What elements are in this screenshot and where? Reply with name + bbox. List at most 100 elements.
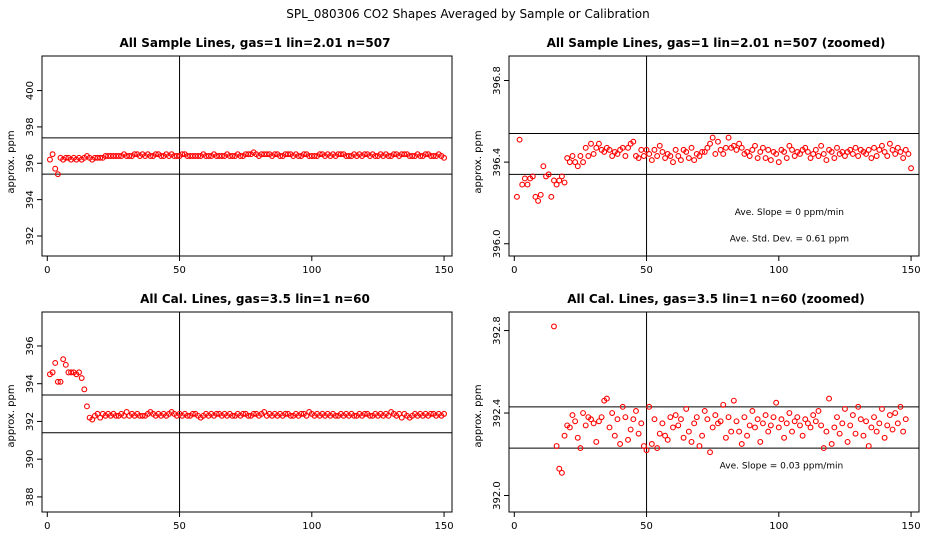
data-point xyxy=(847,146,854,153)
data-point xyxy=(871,144,877,151)
data-point xyxy=(852,430,859,437)
x-tick-label: 150 xyxy=(435,265,454,276)
data-point xyxy=(879,405,885,412)
data-point xyxy=(823,428,830,435)
data-point xyxy=(667,153,674,159)
data-point xyxy=(261,409,268,415)
data-point xyxy=(625,436,631,443)
data-point xyxy=(76,369,82,376)
y-tick-label: 392 xyxy=(25,226,36,245)
data-point xyxy=(569,412,576,419)
data-point xyxy=(229,153,236,159)
y-tick-label: 390 xyxy=(25,450,36,469)
data-point xyxy=(630,138,637,145)
data-point xyxy=(804,148,811,155)
data-point xyxy=(852,144,859,151)
data-point xyxy=(685,428,692,435)
data-point xyxy=(857,416,864,423)
data-point xyxy=(802,416,809,423)
data-point xyxy=(786,410,793,416)
data-point xyxy=(757,148,764,155)
data-point xyxy=(401,151,408,158)
data-point xyxy=(685,155,692,161)
data-point xyxy=(263,151,270,158)
data-point xyxy=(701,408,708,414)
data-point xyxy=(300,151,307,158)
data-point xyxy=(696,443,703,449)
data-point xyxy=(427,410,434,417)
data-point xyxy=(715,138,721,145)
data-point xyxy=(688,144,695,151)
data-point xyxy=(767,157,774,164)
data-point xyxy=(49,151,56,158)
data-point xyxy=(841,405,848,412)
data-point xyxy=(789,428,795,435)
data-point xyxy=(672,412,679,419)
data-point xyxy=(683,405,690,412)
data-point xyxy=(593,438,600,445)
data-point xyxy=(672,146,679,153)
data-point xyxy=(46,156,53,163)
data-point xyxy=(54,171,61,178)
data-point xyxy=(841,153,848,159)
data-point xyxy=(582,144,589,151)
data-point xyxy=(68,369,75,376)
data-point xyxy=(667,414,674,421)
data-point xyxy=(189,410,196,417)
data-point xyxy=(707,449,713,456)
panel-sample-lines-zoomed: All Sample Lines, gas=1 lin=2.01 n=507 (… xyxy=(473,36,921,276)
data-point xyxy=(123,409,130,415)
data-point xyxy=(152,151,159,158)
x-tick-label: 50 xyxy=(640,521,653,532)
y-tick-label: 392 xyxy=(25,412,36,431)
data-point xyxy=(815,153,822,159)
data-point xyxy=(900,155,907,161)
data-point xyxy=(736,428,743,435)
data-point xyxy=(184,412,191,419)
data-point xyxy=(696,153,703,159)
data-point xyxy=(789,146,795,153)
data-point xyxy=(757,438,764,445)
data-point xyxy=(303,412,310,419)
data-point xyxy=(662,432,669,439)
data-point xyxy=(126,153,133,159)
x-tick-label: 100 xyxy=(302,265,321,276)
data-point xyxy=(839,420,846,427)
data-point xyxy=(590,420,597,427)
data-point xyxy=(367,412,373,419)
data-point xyxy=(773,399,780,406)
data-point xyxy=(759,420,766,427)
data-point xyxy=(794,414,801,421)
data-point xyxy=(670,159,676,166)
plot-frame xyxy=(508,55,920,257)
data-point xyxy=(590,151,597,157)
data-point xyxy=(786,142,793,149)
data-point xyxy=(195,153,202,159)
data-point xyxy=(738,144,745,151)
data-point xyxy=(78,375,85,381)
data-point xyxy=(873,428,880,435)
data-point xyxy=(738,441,745,447)
data-point xyxy=(598,414,605,421)
data-point xyxy=(656,142,663,149)
y-tick-label: 398 xyxy=(25,117,36,136)
data-point xyxy=(585,153,592,159)
data-point xyxy=(834,144,840,151)
data-point xyxy=(752,424,758,431)
data-point xyxy=(295,153,302,159)
data-point xyxy=(802,144,809,151)
data-point xyxy=(820,445,827,452)
data-point xyxy=(902,146,909,153)
data-point xyxy=(614,151,621,157)
data-point xyxy=(556,177,563,184)
data-point xyxy=(245,151,252,158)
data-point xyxy=(298,410,305,417)
data-point xyxy=(617,441,624,447)
y-tick-label: 394 xyxy=(25,374,36,393)
y-tick-label: 396.4 xyxy=(492,148,503,177)
data-point xyxy=(430,153,437,159)
data-point xyxy=(730,142,737,149)
data-point xyxy=(844,438,851,445)
data-point xyxy=(622,414,629,421)
data-point xyxy=(213,410,220,417)
